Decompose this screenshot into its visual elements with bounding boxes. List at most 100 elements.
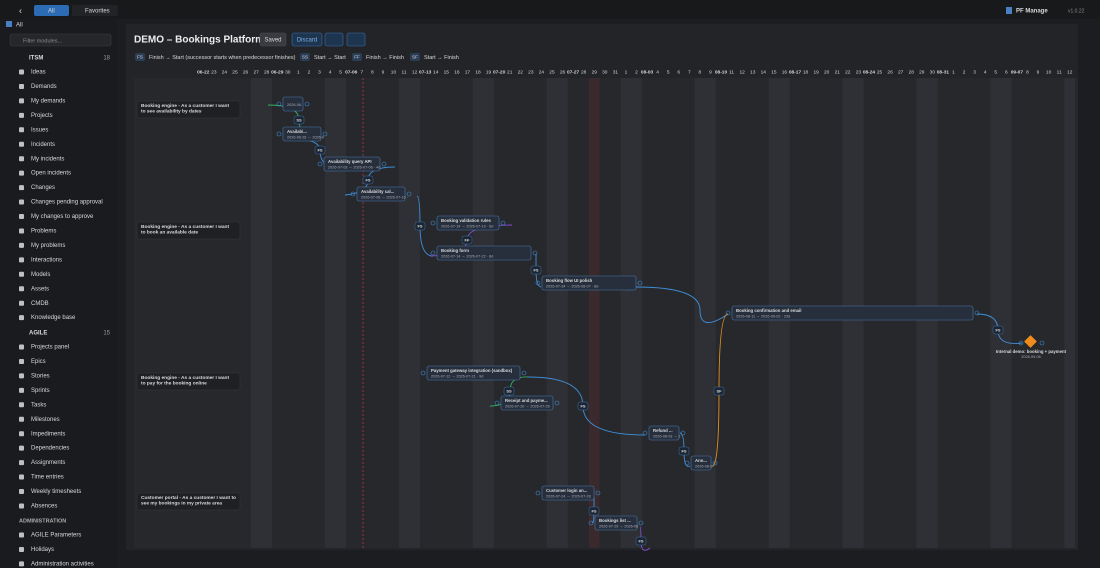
task-card[interactable] — [731, 305, 974, 321]
day-label: 29 — [919, 69, 925, 75]
link-code: SS — [506, 388, 512, 393]
day-label: 23 — [856, 69, 862, 75]
button[interactable] — [291, 32, 323, 47]
task-card[interactable] — [648, 425, 680, 441]
day-label: 25 — [877, 69, 883, 75]
favorites-label[interactable]: Favorites — [85, 9, 110, 15]
task-card[interactable] — [323, 156, 381, 172]
favorites-tab[interactable] — [72, 5, 118, 16]
nav-item[interactable]: Projects panel — [31, 345, 69, 351]
nav-item[interactable]: Assignments — [31, 460, 65, 466]
day-label: 12 — [1067, 69, 1073, 75]
button[interactable] — [259, 32, 287, 47]
day-label: 5 — [667, 69, 670, 75]
day-label: 24 — [222, 69, 228, 75]
section-title[interactable]: ITSM — [29, 56, 43, 62]
item-icon — [19, 156, 24, 162]
day-label: 5 — [339, 69, 342, 75]
story-label: Booking engine - As a customer I want to … — [141, 224, 229, 236]
task-card[interactable] — [356, 186, 406, 202]
task-card[interactable] — [541, 275, 637, 291]
task-card[interactable] — [436, 215, 500, 231]
task-dates: 2026-07-06 → 2026-07-10 · — [361, 196, 408, 200]
nav-item[interactable]: Models — [31, 272, 50, 278]
task-card[interactable] — [426, 365, 521, 381]
connector — [588, 520, 594, 526]
task-card[interactable] — [594, 515, 638, 531]
task-card[interactable] — [690, 455, 712, 471]
item-icon — [19, 402, 24, 408]
nav-item[interactable]: Milestones — [31, 417, 60, 423]
task-dates: 2026-07-29 → 2026-08 — [599, 525, 638, 529]
nav-item[interactable]: Knowledge base — [31, 315, 76, 321]
task-card[interactable] — [436, 245, 532, 261]
day-label: 30 — [930, 69, 936, 75]
nav-item[interactable]: Issues — [31, 127, 48, 133]
nav-item[interactable]: Problems — [31, 229, 56, 235]
nav-item[interactable]: Tasks — [31, 402, 46, 408]
icon-button[interactable] — [324, 32, 344, 47]
weekend-column — [261, 78, 272, 548]
nav-item[interactable]: Projects — [31, 113, 53, 119]
day-label: 11 — [1057, 69, 1062, 75]
nav-item[interactable]: CMDB — [31, 301, 49, 307]
nav-item[interactable]: Changes — [31, 185, 55, 191]
legend-code: FF — [354, 54, 360, 59]
section-count: 18 — [103, 56, 110, 62]
legend-badge — [135, 53, 145, 61]
filter-placeholder[interactable]: Filter modules... — [23, 38, 63, 44]
nav-item[interactable]: My incidents — [31, 156, 64, 162]
nav-item[interactable]: Ideas — [31, 70, 46, 76]
nav-item[interactable]: Changes pending approval — [31, 200, 103, 206]
story-label: Customer portal - As a customer I want t… — [141, 495, 236, 507]
nav-item[interactable]: Impediments — [31, 431, 65, 437]
task-card[interactable] — [282, 96, 304, 112]
nav-item[interactable]: Open incidents — [31, 171, 71, 177]
nav-item[interactable]: Incidents — [31, 142, 55, 148]
filter-input[interactable] — [9, 33, 112, 47]
all-tab-label[interactable]: All — [48, 9, 55, 15]
app-name[interactable]: PF Manage — [1016, 9, 1048, 15]
nav-item[interactable]: Holidays — [31, 547, 54, 553]
back[interactable]: ‹ — [19, 5, 22, 15]
nav-item[interactable]: My problems — [31, 243, 65, 249]
day-label: 15 — [771, 69, 777, 75]
task-name: Booking confirmation and email — [736, 308, 801, 313]
nav-item[interactable]: Dependencies — [31, 446, 69, 452]
connector — [725, 310, 731, 316]
day-label: 8 — [699, 69, 702, 75]
section-title[interactable]: AGILE — [29, 331, 47, 337]
nav-item[interactable]: Assets — [31, 286, 49, 292]
task-card[interactable] — [541, 485, 595, 501]
task-name: Ann... — [695, 458, 707, 463]
nav-item[interactable]: Interactions — [31, 257, 62, 263]
story-box — [136, 492, 241, 511]
day-label: 08-24 — [863, 69, 876, 75]
nav-item[interactable]: Sprints — [31, 388, 50, 394]
nav-item[interactable]: Epics — [31, 359, 46, 365]
day-label: 6 — [1005, 69, 1008, 75]
nav-item[interactable]: Absences — [31, 504, 57, 510]
nav-item[interactable]: AGILE Parameters — [31, 533, 81, 539]
task-card[interactable] — [282, 126, 322, 142]
nav-item[interactable]: Administration activities — [31, 561, 94, 567]
nav-item[interactable]: My changes to approve — [31, 214, 94, 220]
nav-item[interactable]: My demands — [31, 98, 65, 104]
connector — [276, 101, 282, 107]
nav-item[interactable]: Time entries — [31, 475, 64, 481]
section-title[interactable]: ADMINISTRATION — [19, 518, 66, 524]
nav-item[interactable]: Demands — [31, 84, 57, 90]
button-label[interactable]: Saved — [264, 38, 281, 44]
day-label: 4 — [984, 69, 987, 75]
nav-item[interactable]: Weekly timesheets — [31, 489, 81, 495]
task-card[interactable] — [500, 395, 554, 411]
icon-button[interactable] — [346, 32, 366, 47]
connector — [595, 490, 601, 496]
all-tab[interactable] — [34, 5, 69, 16]
connector — [974, 310, 980, 316]
button-label[interactable]: Discard — [297, 38, 317, 44]
nav-item[interactable]: Stories — [31, 373, 50, 379]
link-badge — [314, 145, 326, 155]
connector — [494, 400, 500, 406]
day-label: 06-29 — [271, 69, 284, 75]
